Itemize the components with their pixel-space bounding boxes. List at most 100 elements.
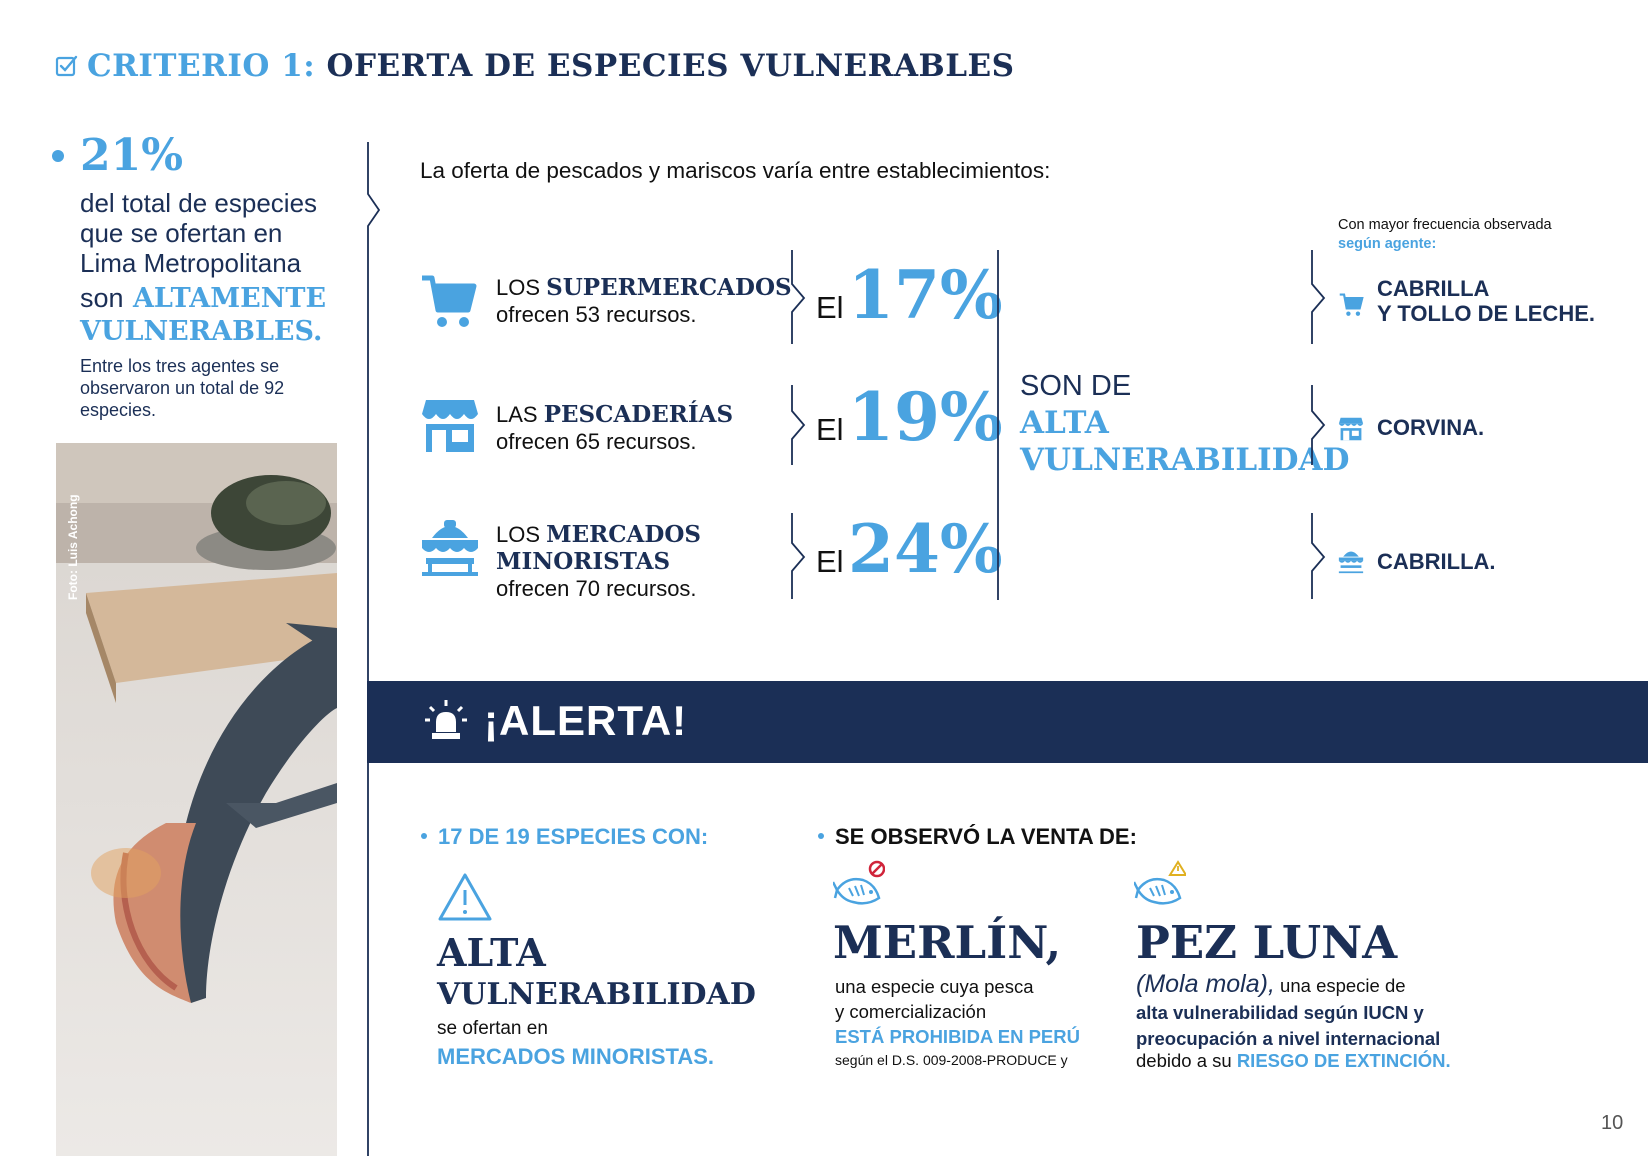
intro-text: La oferta de pescados y mariscos varía e…	[420, 158, 1051, 183]
pez-luna-bold: alta vulnerabilidad según IUCN y preocup…	[1136, 1000, 1440, 1052]
bracket-divider	[791, 385, 806, 465]
agent-pescaderias: LAS PESCADERÍAS ofrecen 65 recursos.	[496, 401, 733, 455]
pez-luna-desc-line: alta vulnerabilidad según IUCN y	[1136, 1002, 1424, 1023]
stat-note-line: especies.	[80, 400, 157, 420]
merlin-title: MERLÍN,	[833, 916, 1062, 969]
pez-luna-title: PEZ LUNA	[1136, 916, 1398, 969]
summary-vulnerabilidad: VULNERABILIDAD	[1020, 442, 1350, 478]
bracket-divider	[1311, 513, 1326, 599]
agent-mercados: LOS MERCADOS MINORISTAS ofrecen 70 recur…	[496, 521, 701, 602]
bullet1-mercados: MERCADOS MINORISTAS.	[437, 1044, 715, 1069]
agent-name: PESCADERÍAS	[543, 401, 734, 428]
stat-description: del total de especies que se ofertan en …	[80, 188, 350, 278]
pez-luna-line: (Mola mola), una especie de	[1136, 970, 1406, 999]
vertical-divider	[367, 142, 381, 1156]
shark-photo	[56, 443, 337, 1156]
freq-supermercados: CABRILLA Y TOLLO DE LECHE.	[1377, 276, 1595, 326]
summary-son-de: SON DE	[1020, 370, 1132, 402]
page-title: CRITERIO 1: OFERTA DE ESPECIES VULNERABL…	[55, 48, 1015, 84]
pez-luna-desc: una especie de	[1274, 975, 1406, 996]
stat-note-line: Entre los tres agentes se	[80, 356, 280, 376]
alarm-siren-icon	[425, 700, 467, 739]
bullet1-vulnerabilidad: VULNERABILIDAD	[437, 977, 756, 1012]
merlin-desc-line: una especie cuya pesca	[835, 976, 1034, 997]
frequency-header-accent: según agente:	[1338, 236, 1437, 252]
agent-offer: ofrecen 65 recursos.	[496, 429, 697, 454]
agent-name-2: MINORISTAS	[496, 548, 671, 575]
pct-value: 19%	[848, 378, 1003, 456]
agent-supermercados: LOS SUPERMERCADOS ofrecen 53 recursos.	[496, 274, 792, 328]
freq-pescaderias: CORVINA.	[1377, 415, 1485, 440]
pez-luna-risk: RIESGO DE EXTINCIÓN.	[1236, 1050, 1451, 1071]
freq-line: Y TOLLO DE LECHE.	[1377, 301, 1595, 326]
pct-el: El	[816, 544, 844, 579]
bracket-divider	[1311, 250, 1326, 344]
bullet-dot	[818, 833, 824, 839]
freq-mercados: CABRILLA.	[1377, 549, 1496, 574]
title-main: OFERTA DE ESPECIES VULNERABLES	[326, 48, 1015, 84]
stat-emph-2: VULNERABLES.	[80, 316, 323, 347]
pez-luna-line: debido a su RIESGO DE EXTINCIÓN.	[1136, 1050, 1451, 1072]
stat-emphasis: son ALTAMENTE VULNERABLES.	[80, 282, 326, 348]
percent-pescaderias: El 19%	[816, 378, 1003, 456]
merlin-prohibited: ESTÁ PROHIBIDA EN PERÚ	[835, 1026, 1080, 1047]
agent-offer: ofrecen 70 recursos.	[496, 576, 697, 601]
agent-offer: ofrecen 53 recursos.	[496, 302, 697, 327]
bracket-divider	[791, 513, 806, 599]
agent-prefix: LOS	[496, 522, 547, 547]
pct-value: 24%	[848, 510, 1003, 588]
market-stall-icon	[1338, 551, 1364, 574]
pct-el: El	[816, 290, 844, 325]
merlin-desc-line: y comercialización	[835, 1001, 987, 1022]
vertical-divider	[997, 250, 999, 600]
agent-prefix: LAS	[496, 402, 544, 427]
frequency-header-line: Con mayor frecuencia observada	[1338, 217, 1552, 233]
pez-luna-scientific: (Mola mola),	[1136, 970, 1275, 998]
bullet-dot	[52, 150, 64, 162]
fish-warning-icon	[1134, 860, 1186, 905]
warning-icon	[438, 873, 492, 921]
fish-store-icon	[1338, 417, 1364, 441]
bullet1-ofertan: se ofertan en	[437, 1018, 548, 1039]
bracket-divider	[791, 250, 806, 344]
summary-alta-vulnerabilidad: ALTA VULNERABILIDAD	[1020, 405, 1349, 479]
agent-prefix: LOS	[496, 275, 547, 300]
bullet-dot	[421, 833, 427, 839]
agent-name: SUPERMERCADOS	[546, 274, 792, 301]
photo-credit: Foto: Luis Achong	[66, 494, 80, 600]
pct-el: El	[816, 412, 844, 447]
page-number: 10	[1601, 1112, 1624, 1134]
freq-line: CABRILLA	[1377, 276, 1490, 301]
summary-alta: ALTA	[1020, 405, 1109, 441]
stat-son: son	[80, 283, 124, 313]
stat-note-line: observaron un total de 92	[80, 378, 285, 398]
bullet1-alta: ALTA	[437, 930, 546, 975]
pez-luna-desc-line: preocupación a nivel internacional	[1136, 1028, 1441, 1049]
stat-note: Entre los tres agentes se observaron un …	[80, 355, 340, 421]
pez-luna-desc: debido a su	[1136, 1050, 1237, 1071]
pct-value: 17%	[848, 256, 1003, 334]
fish-store-icon	[422, 400, 478, 452]
stat-percent: 21%	[80, 130, 184, 181]
merlin-regulation: según el D.S. 009-2008-PRODUCE y	[835, 1052, 1068, 1068]
shopping-cart-icon	[422, 275, 477, 327]
bullet1-label: 17 DE 19 ESPECIES CON:	[438, 824, 709, 849]
bullet2-label: SE OBSERVÓ LA VENTA DE:	[835, 824, 1137, 849]
percent-supermercados: El 17%	[816, 256, 1003, 334]
stat-line: Lima Metropolitana	[80, 248, 302, 278]
merlin-description: una especie cuya pesca y comercializació…	[835, 974, 1034, 1024]
percent-mercados: El 24%	[816, 510, 1003, 588]
checkbox-icon	[55, 55, 78, 77]
stat-line: del total de especies	[80, 188, 318, 218]
bullet1-alta-vulnerabilidad: ALTA VULNERABILIDAD	[437, 932, 756, 1016]
fish-prohibited-icon	[833, 860, 885, 905]
frequency-header: Con mayor frecuencia observada según age…	[1338, 216, 1552, 254]
title-prefix: CRITERIO 1:	[87, 48, 316, 84]
agent-name: MERCADOS	[546, 521, 701, 548]
shopping-cart-icon	[1339, 293, 1364, 316]
market-stall-icon	[422, 520, 478, 576]
alert-title: ¡ALERTA!	[484, 697, 688, 744]
shark-photo-illustration	[56, 443, 337, 1156]
bracket-divider	[1311, 385, 1326, 465]
stat-line: que se ofertan en	[80, 218, 283, 248]
